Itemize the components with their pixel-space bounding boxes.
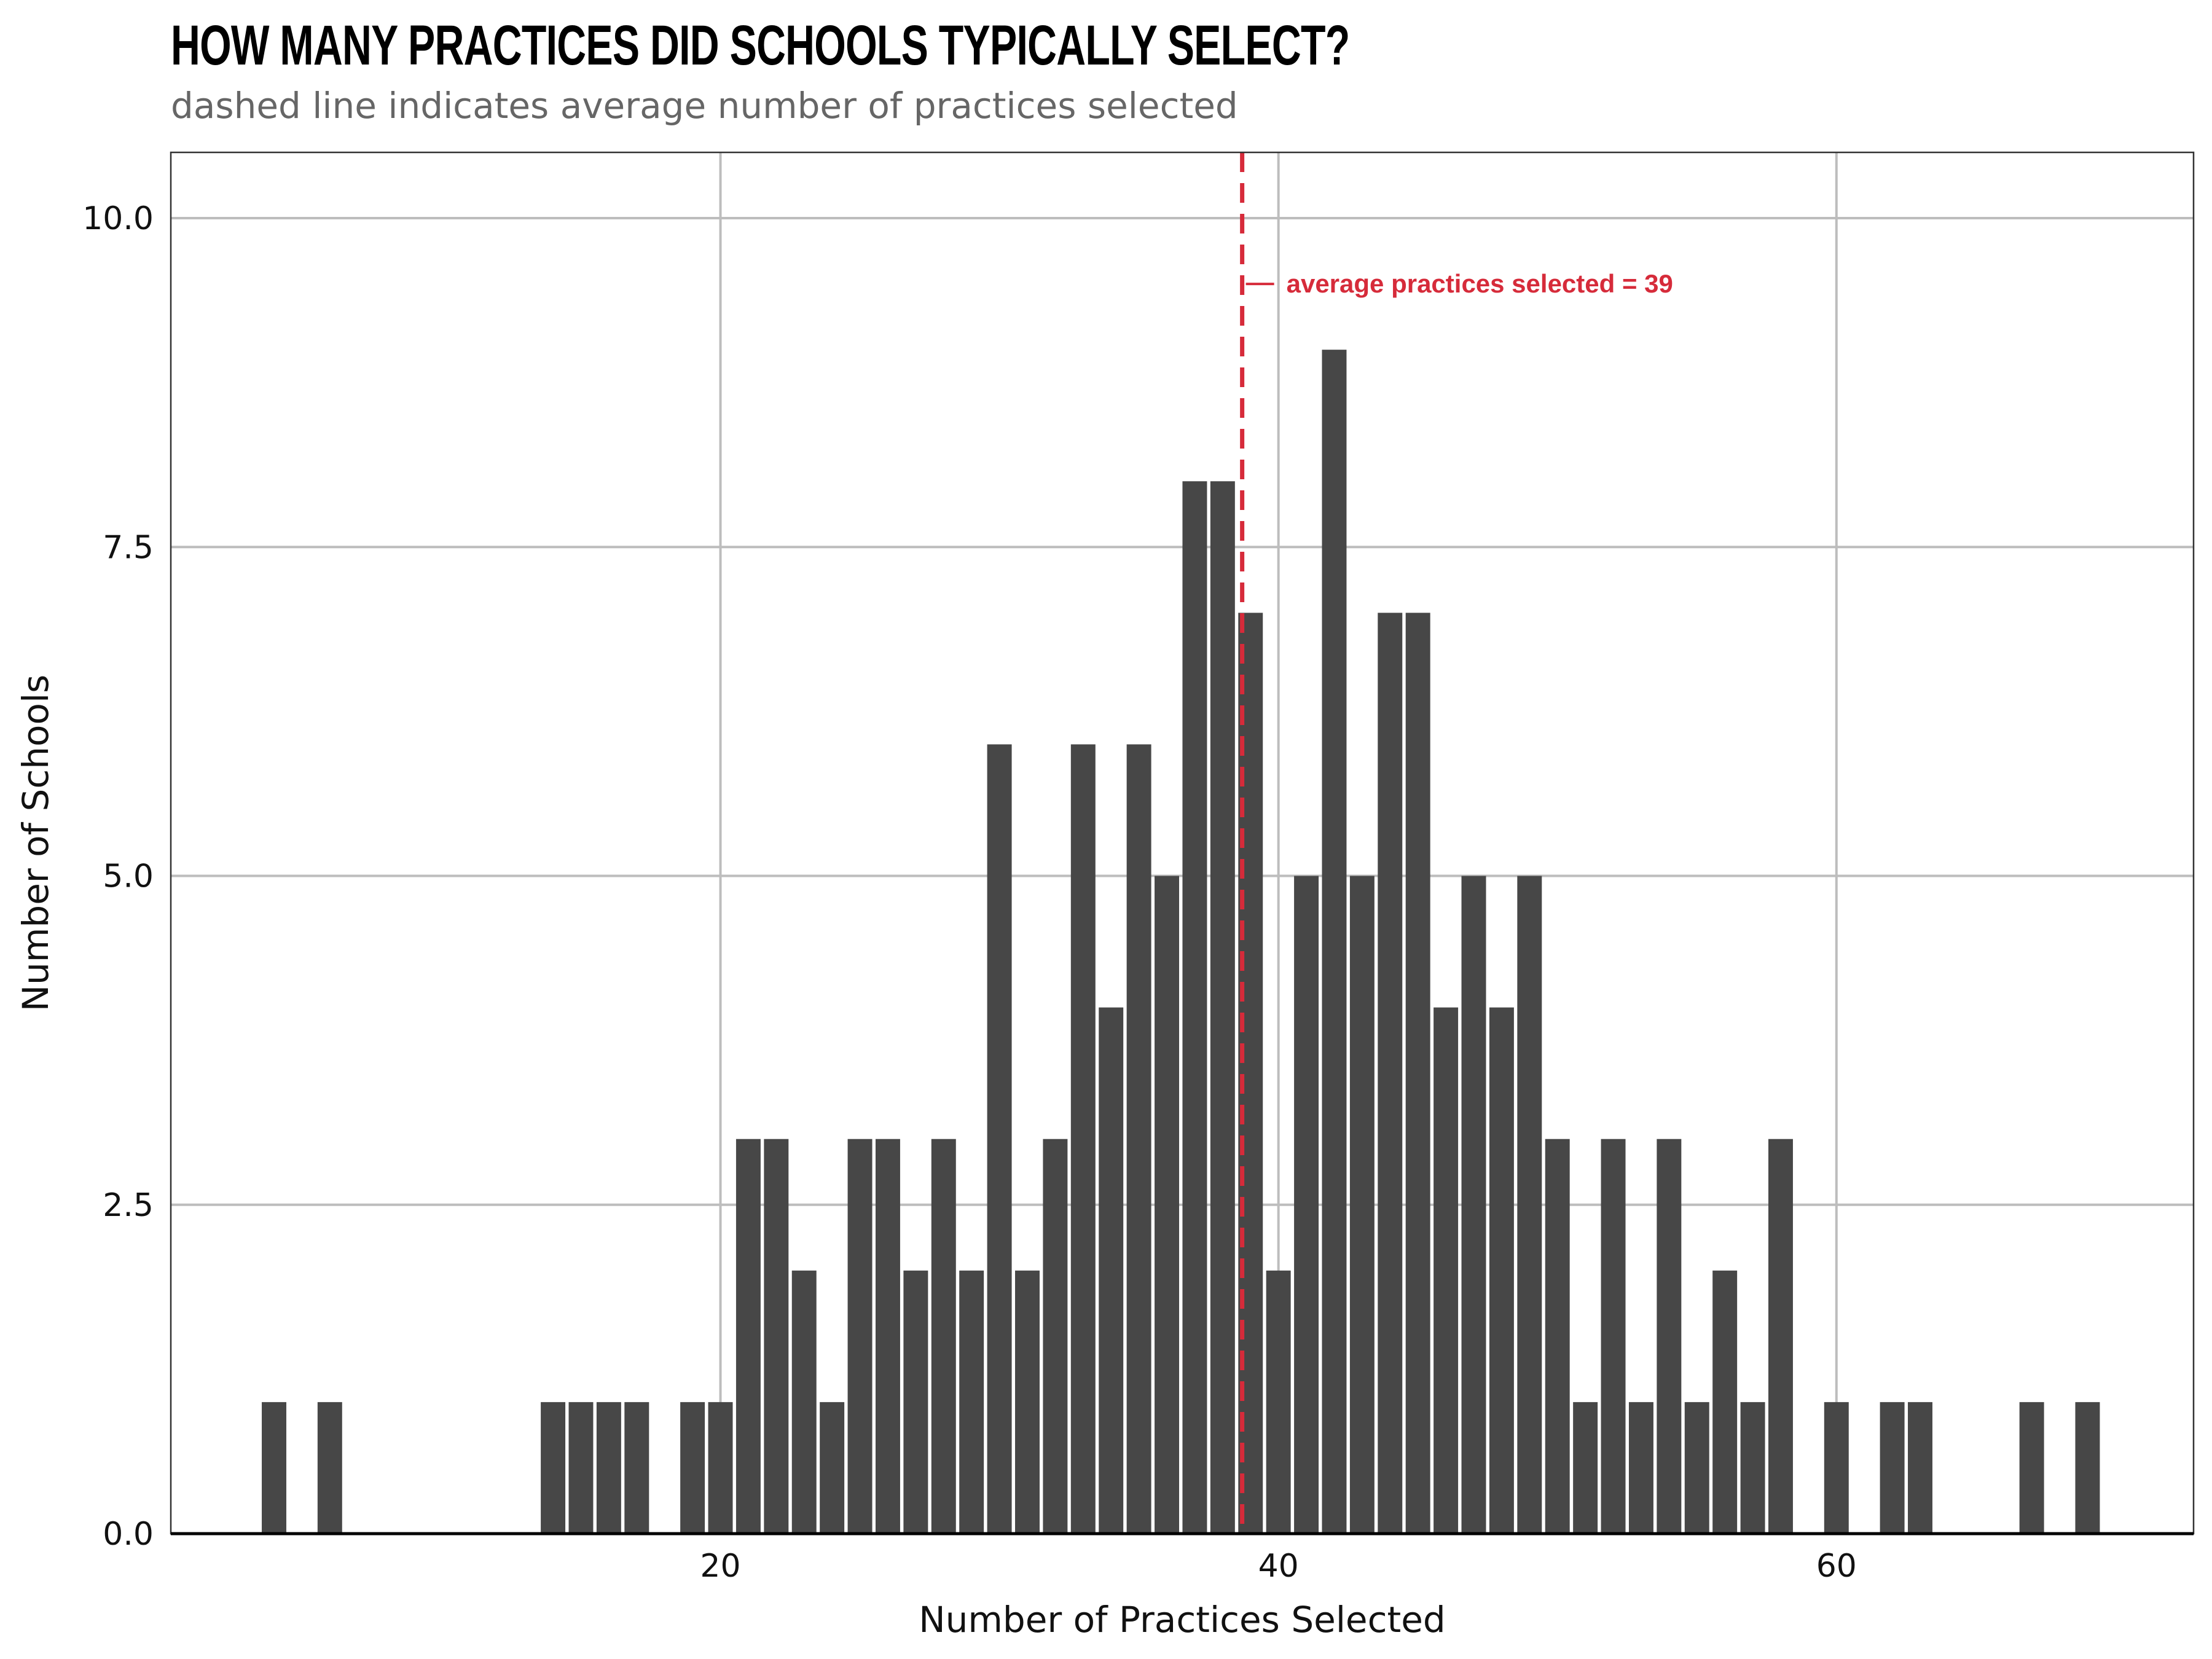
bar bbox=[1824, 1402, 1849, 1534]
bar bbox=[959, 1270, 984, 1534]
bar bbox=[1126, 744, 1151, 1534]
x-tick-label: 60 bbox=[1816, 1548, 1857, 1585]
bar bbox=[1266, 1270, 1291, 1534]
x-axis-title: Number of Practices Selected bbox=[919, 1599, 1446, 1641]
bar bbox=[1378, 613, 1403, 1534]
y-tick-label: 0.0 bbox=[103, 1516, 154, 1553]
bars bbox=[262, 350, 2100, 1534]
bar bbox=[1070, 744, 1096, 1534]
bar bbox=[1545, 1139, 1570, 1534]
bar bbox=[708, 1402, 733, 1534]
gridlines bbox=[171, 152, 2194, 1534]
bar bbox=[680, 1402, 705, 1534]
chart-title: HOW MANY PRACTICES DID SCHOOLS TYPICALLY… bbox=[171, 14, 1350, 77]
bar bbox=[2019, 1402, 2044, 1534]
bar bbox=[875, 1139, 900, 1534]
average-reference: average practices selected = 39 bbox=[1240, 152, 1673, 1534]
bar bbox=[820, 1402, 845, 1534]
y-tick-label: 7.5 bbox=[103, 529, 154, 566]
bar bbox=[1573, 1402, 1598, 1534]
bar bbox=[2075, 1402, 2100, 1534]
plot-border bbox=[170, 151, 2195, 1535]
bar bbox=[931, 1139, 956, 1534]
average-annotation: average practices selected = 39 bbox=[1287, 269, 1673, 298]
bar bbox=[903, 1270, 928, 1534]
bar bbox=[1155, 876, 1180, 1534]
bar bbox=[317, 1402, 342, 1534]
axes: 0.0 2.5 5.0 7.5 10.0 20 40 60 Number of Practice… bbox=[15, 151, 2195, 1641]
bar bbox=[1712, 1270, 1738, 1534]
bar bbox=[1043, 1139, 1068, 1534]
bar bbox=[262, 1402, 286, 1534]
bar bbox=[1294, 876, 1319, 1534]
bar bbox=[1015, 1270, 1040, 1534]
y-tick-label: 10.0 bbox=[82, 200, 154, 237]
bar bbox=[596, 1402, 621, 1534]
bar bbox=[847, 1139, 873, 1534]
bar bbox=[735, 1139, 761, 1534]
y-axis-title: Number of Schools bbox=[15, 675, 57, 1012]
bar bbox=[1601, 1139, 1626, 1534]
bar bbox=[1740, 1402, 1765, 1534]
bar bbox=[1880, 1402, 1905, 1534]
y-tick-label: 2.5 bbox=[103, 1187, 154, 1224]
bar bbox=[1908, 1402, 1932, 1534]
x-tick-label: 40 bbox=[1258, 1548, 1299, 1585]
bar bbox=[1210, 481, 1235, 1534]
bar bbox=[1322, 350, 1347, 1534]
bar bbox=[1768, 1139, 1793, 1534]
bar bbox=[1628, 1402, 1653, 1534]
bar bbox=[1099, 1007, 1124, 1534]
bar bbox=[1684, 1402, 1709, 1534]
bar bbox=[1657, 1139, 1682, 1534]
x-tick-label: 20 bbox=[700, 1548, 740, 1585]
bar bbox=[764, 1139, 789, 1534]
bar bbox=[1517, 876, 1542, 1534]
chart-subtitle: dashed line indicates average number of … bbox=[171, 85, 1238, 127]
bar bbox=[1489, 1007, 1514, 1534]
bar bbox=[1405, 613, 1430, 1534]
bar bbox=[1433, 1007, 1459, 1534]
bar bbox=[624, 1402, 649, 1534]
y-tick-label: 5.0 bbox=[103, 858, 154, 895]
bar bbox=[1461, 876, 1486, 1534]
bar bbox=[1238, 613, 1263, 1534]
bar bbox=[568, 1402, 594, 1534]
bar bbox=[1349, 876, 1375, 1534]
bar bbox=[1182, 481, 1207, 1534]
bar bbox=[541, 1402, 566, 1534]
bar bbox=[791, 1270, 817, 1534]
bar bbox=[987, 744, 1012, 1534]
